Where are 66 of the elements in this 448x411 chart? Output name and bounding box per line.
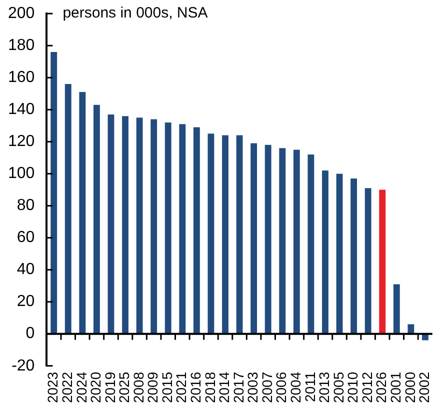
- x-tick-label: 2019: [102, 372, 118, 404]
- bar: [193, 127, 200, 334]
- x-tick-label: 2010: [344, 372, 361, 404]
- x-tick-label: 2013: [316, 372, 332, 404]
- bar: [379, 190, 386, 334]
- bar: [64, 84, 72, 334]
- x-tick-label: 2018: [202, 372, 218, 404]
- x-tick-label: 2001: [387, 372, 404, 404]
- bar: [222, 135, 228, 334]
- x-tick-label: 2000: [402, 372, 418, 404]
- x-tick-label: 2023: [44, 372, 61, 404]
- x-tick-label: 2022: [58, 372, 75, 404]
- x-tick-label: 2020: [88, 372, 104, 404]
- bar: [393, 284, 400, 334]
- bar: [250, 143, 258, 334]
- y-tick-label: 200: [8, 5, 35, 22]
- x-tick-label: 2021: [173, 372, 190, 404]
- x-tick-label: 2017: [230, 372, 246, 404]
- chart-subtitle: persons in 000s, NSA: [62, 4, 208, 22]
- bar: [79, 92, 86, 334]
- bar: [164, 122, 172, 334]
- bar: [293, 150, 300, 334]
- y-tick-label: 100: [8, 165, 35, 182]
- x-tick-label: 2006: [273, 372, 290, 404]
- y-tick-label: 80: [16, 197, 35, 214]
- y-tick-label: 160: [8, 69, 35, 86]
- x-tick-label: 2003: [244, 372, 261, 404]
- y-tick-label: 140: [8, 101, 35, 118]
- bar: [308, 154, 314, 334]
- x-tick-label: 2016: [188, 372, 204, 404]
- bar: [108, 114, 114, 334]
- y-tick-label: 40: [16, 261, 35, 278]
- bar: [364, 188, 372, 334]
- bar: [350, 178, 357, 334]
- x-tick-label: 2012: [358, 372, 375, 404]
- bar: [93, 104, 100, 334]
- y-tick-label: 180: [8, 37, 35, 54]
- bar: [336, 174, 343, 334]
- bar: [50, 52, 58, 334]
- x-tick-label: 2005: [330, 372, 346, 404]
- bar: [279, 148, 286, 334]
- bar: [179, 124, 186, 334]
- y-tick-label: -20: [12, 357, 35, 374]
- x-tick-label: 2024: [73, 372, 90, 404]
- bar: [408, 324, 414, 334]
- x-tick-label: 2007: [258, 372, 275, 404]
- bar: [122, 116, 128, 334]
- bar: [322, 170, 328, 334]
- bar: [236, 135, 243, 334]
- bar: [136, 118, 143, 334]
- bar: [264, 144, 272, 334]
- x-tick-label: 2015: [158, 372, 175, 404]
- y-tick-label: 0: [26, 325, 35, 342]
- bar: [208, 134, 214, 334]
- x-tick-label: 2026: [373, 372, 390, 404]
- x-tick-label: 2009: [144, 372, 161, 404]
- y-tick-label: 20: [16, 293, 35, 310]
- x-tick-label: 2025: [116, 372, 132, 404]
- bar: [150, 119, 158, 334]
- x-tick-label: 2008: [130, 372, 146, 404]
- x-tick-label: 2011: [302, 372, 318, 402]
- x-tick-label: 2004: [288, 372, 304, 404]
- x-tick-label: 2014: [216, 372, 232, 404]
- x-tick-label: 2002: [416, 372, 432, 404]
- y-tick-label: 120: [8, 133, 35, 150]
- y-tick-label: 60: [16, 229, 35, 246]
